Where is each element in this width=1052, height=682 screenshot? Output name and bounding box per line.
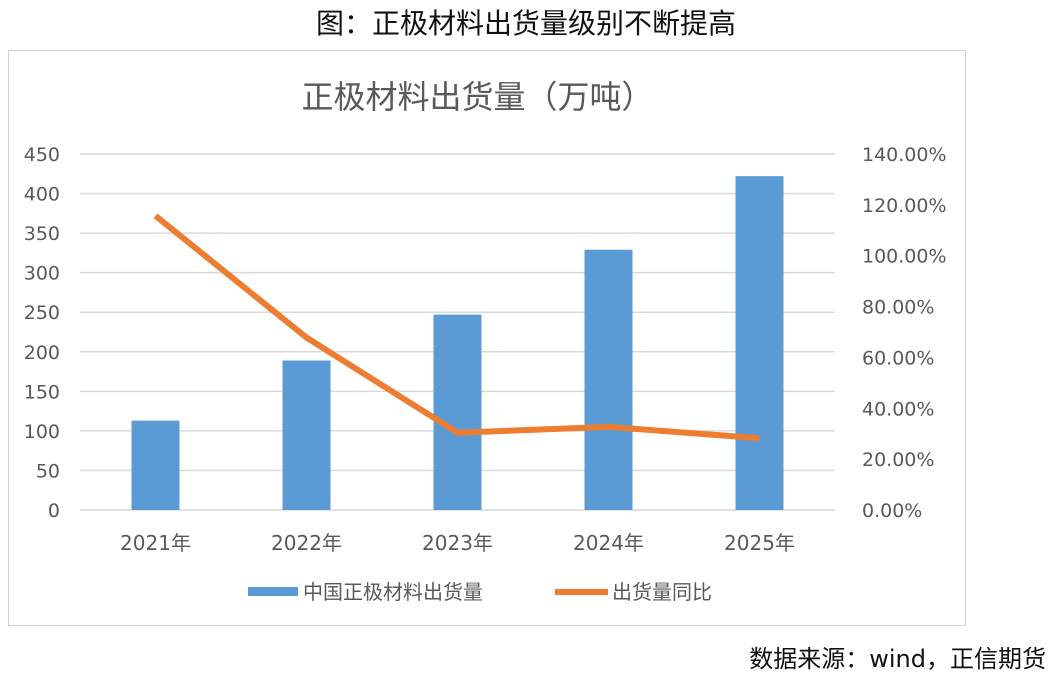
bar xyxy=(584,249,633,511)
figure-title: 图：正极材料出货量级别不断提高 xyxy=(315,7,736,40)
bar xyxy=(131,420,180,510)
left-tick-label: 450 xyxy=(24,144,60,166)
x-tick-label: 2021年 xyxy=(120,531,191,555)
bar xyxy=(735,176,784,510)
x-tick-label: 2025年 xyxy=(724,531,795,555)
left-tick-label: 200 xyxy=(24,342,60,364)
chart-frame xyxy=(8,50,966,626)
left-tick-label: 150 xyxy=(24,381,60,403)
left-tick-label: 350 xyxy=(24,223,60,245)
legend-bar-swatch xyxy=(248,587,298,596)
x-tick-label: 2024年 xyxy=(573,531,644,555)
x-tick-label: 2022年 xyxy=(271,531,342,555)
right-tick-label: 60.00% xyxy=(862,347,934,369)
bar xyxy=(282,360,331,510)
right-tick-label: 80.00% xyxy=(862,297,934,319)
right-tick-label: 0.00% xyxy=(862,500,922,522)
legend-line-label: 出货量同比 xyxy=(612,580,712,604)
x-tick-label: 2023年 xyxy=(422,531,493,555)
legend-bar-label: 中国正极材料出货量 xyxy=(303,580,483,604)
right-tick-label: 20.00% xyxy=(862,449,934,471)
right-tick-label: 100.00% xyxy=(862,246,947,268)
right-tick-label: 140.00% xyxy=(862,144,947,166)
right-tick-label: 120.00% xyxy=(862,195,947,217)
left-tick-label: 50 xyxy=(36,460,60,482)
chart-title: 正极材料出货量（万吨） xyxy=(301,78,653,116)
left-tick-label: 400 xyxy=(24,184,60,206)
left-tick-label: 250 xyxy=(24,302,60,324)
source-note: 数据来源：wind，正信期货 xyxy=(749,645,1046,673)
left-tick-label: 100 xyxy=(24,421,60,443)
bar xyxy=(433,314,482,510)
right-tick-label: 40.00% xyxy=(862,398,934,420)
left-tick-label: 300 xyxy=(24,263,60,285)
left-tick-label: 0 xyxy=(48,500,60,522)
